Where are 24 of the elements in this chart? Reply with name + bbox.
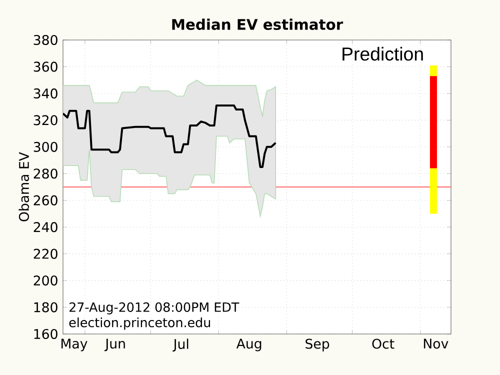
x-tick-label: Sep bbox=[306, 338, 330, 352]
y-tick-label: 380 bbox=[34, 34, 58, 46]
annotation: election.princeton.edu bbox=[69, 317, 210, 330]
x-tick-label: Nov bbox=[424, 338, 448, 349]
x-tick-label: Aug bbox=[236, 338, 262, 352]
annotation: 27-Aug-2012 08:00PM EDT bbox=[70, 302, 240, 314]
y-tick-label: 280 bbox=[34, 168, 58, 179]
x-tick-label: Jul bbox=[172, 338, 188, 352]
x-tick-label: Jun bbox=[104, 338, 125, 352]
y-tick-label: 220 bbox=[34, 248, 58, 259]
y-tick-label: 340 bbox=[34, 88, 58, 98]
x-tick-label: Oct bbox=[372, 338, 394, 349]
y-tick-label: 320 bbox=[34, 115, 58, 126]
y-tick-label: 240 bbox=[34, 222, 58, 232]
x-tick-label: May bbox=[61, 338, 88, 352]
y-tick-label: 360 bbox=[34, 62, 58, 72]
y-tick-label: 260 bbox=[34, 195, 58, 206]
chart-title: Median EV estimator bbox=[172, 18, 344, 30]
y-tick-label: 160 bbox=[34, 328, 58, 340]
annotation: Prediction bbox=[342, 46, 423, 61]
y-axis-title: Obama EV bbox=[18, 152, 30, 222]
y-tick-label: 200 bbox=[34, 275, 58, 286]
y-tick-label: 180 bbox=[34, 302, 58, 312]
y-tick-label: 300 bbox=[34, 142, 58, 152]
